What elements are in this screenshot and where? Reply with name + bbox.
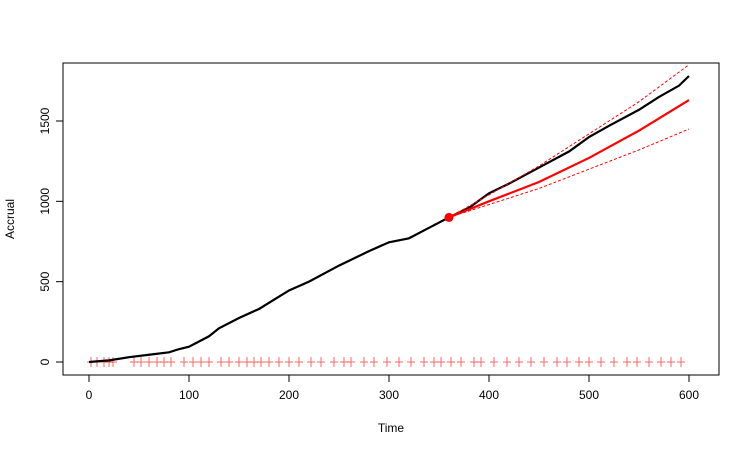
rug-mark	[540, 356, 548, 367]
rug-mark	[430, 356, 438, 367]
rug-mark	[457, 356, 465, 367]
rug-mark	[360, 356, 368, 367]
rug-mark	[307, 356, 315, 367]
plot-area	[87, 64, 690, 367]
x-tick-label: 0	[86, 388, 93, 402]
rug-mark	[657, 356, 665, 367]
rug-mark	[217, 356, 225, 367]
current-point	[444, 212, 454, 222]
series-line	[88, 75, 690, 364]
rug-mark	[167, 356, 175, 367]
x-axis-label: Time	[378, 421, 405, 435]
rug-mark	[370, 356, 378, 367]
y-tick-label: 1500	[38, 107, 52, 134]
x-tick-label: 600	[679, 388, 699, 402]
rug-mark	[575, 356, 583, 367]
rug-mark	[677, 356, 685, 367]
rug-mark	[563, 356, 571, 367]
rug-mark	[447, 356, 455, 367]
rug-mark	[585, 356, 593, 367]
x-tick-label: 400	[479, 388, 499, 402]
rug-mark	[553, 356, 561, 367]
rug-mark	[645, 356, 653, 367]
series-line	[448, 99, 690, 219]
rug-mark	[407, 356, 415, 367]
rug-mark	[197, 356, 205, 367]
x-tick-label: 200	[279, 388, 299, 402]
rug-mark	[250, 356, 258, 367]
y-tick-label: 1000	[38, 188, 52, 215]
rug-mark	[243, 356, 251, 367]
rug-mark	[383, 356, 391, 367]
y-tick-label: 500	[38, 271, 52, 291]
rug-mark	[490, 356, 498, 367]
rug-mark	[597, 356, 605, 367]
y-tick-label: 0	[38, 358, 52, 365]
rug-mark	[527, 356, 535, 367]
series-line	[448, 128, 690, 218]
rug-mark	[515, 356, 523, 367]
rug-mark	[160, 356, 168, 367]
series-line	[448, 64, 690, 218]
x-tick-label: 100	[179, 388, 199, 402]
rug-mark	[285, 356, 293, 367]
rug-mark	[503, 356, 511, 367]
rug-mark	[477, 356, 485, 367]
x-tick-label: 500	[579, 388, 599, 402]
rug-mark	[395, 356, 403, 367]
rug-mark	[437, 356, 445, 367]
rug-mark	[420, 356, 428, 367]
plot-frame	[62, 62, 720, 376]
rug-mark	[225, 356, 233, 367]
rug-mark	[633, 356, 641, 367]
rug-mark	[145, 356, 153, 367]
rug-mark	[235, 356, 243, 367]
rug-mark	[153, 356, 161, 367]
x-tick-label: 300	[379, 388, 399, 402]
rug-mark	[317, 356, 325, 367]
rug-mark	[330, 356, 338, 367]
rug-mark	[667, 356, 675, 367]
rug-mark	[623, 356, 631, 367]
rug-mark	[470, 356, 478, 367]
y-axis-label: Accrual	[3, 199, 17, 239]
rug-mark	[189, 356, 197, 367]
rug-mark	[340, 356, 348, 367]
rug-mark	[257, 356, 265, 367]
rug-mark	[347, 356, 355, 367]
rug-mark	[265, 356, 273, 367]
rug-mark	[610, 356, 618, 367]
rug-mark	[180, 356, 188, 367]
rug-mark	[205, 356, 213, 367]
rug-mark	[295, 356, 303, 367]
rug-mark	[137, 356, 145, 367]
rug-mark	[130, 356, 138, 367]
rug-mark	[275, 356, 283, 367]
